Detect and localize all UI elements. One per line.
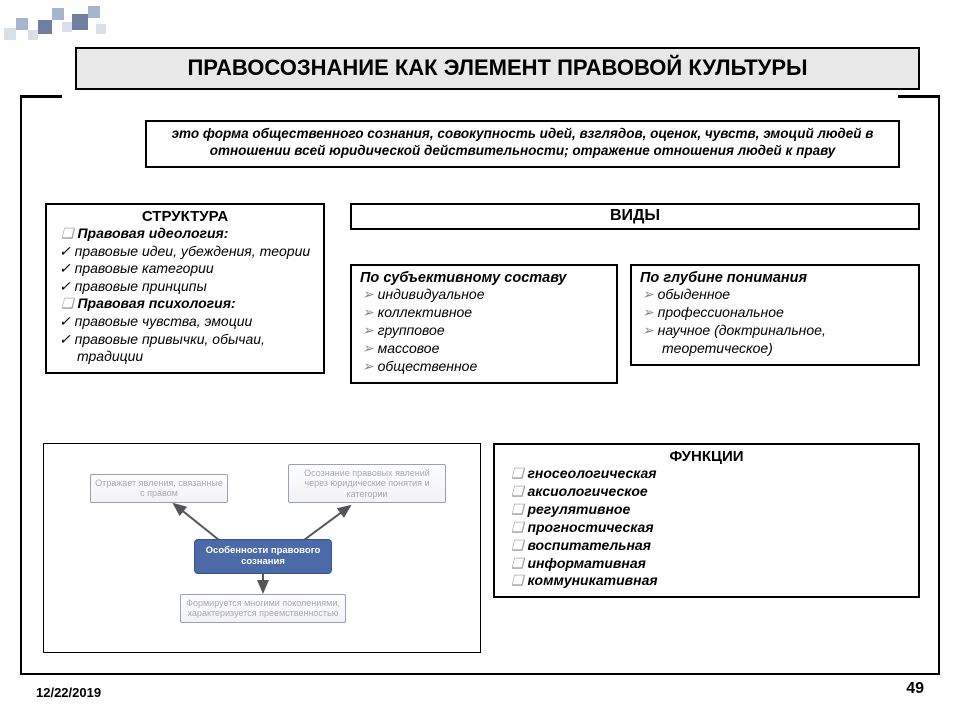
footer-page-number: 49: [906, 680, 924, 698]
features-diagram: Отражает явления, связанные с правом Осо…: [43, 443, 481, 653]
function-item: воспитательная: [511, 537, 908, 555]
subjective-box: По субъективному составу индивидуальноек…: [350, 264, 618, 384]
deco-square: [4, 28, 16, 40]
deco-square: [52, 8, 64, 20]
subjective-item: индивидуальное: [382, 286, 608, 304]
structure-item: правовые идеи, убеждения, теории: [77, 243, 315, 261]
depth-box: По глубине понимания обыденноепрофессион…: [630, 264, 920, 366]
depth-item: обыденное: [662, 286, 910, 304]
function-item: регулятивное: [511, 501, 908, 519]
deco-square: [28, 30, 38, 40]
deco-square: [72, 14, 88, 30]
footer-date: 12/22/2019: [36, 685, 101, 700]
subjective-item: коллективное: [382, 304, 608, 322]
subjective-item: групповое: [382, 322, 608, 340]
subjective-item: общественное: [382, 358, 608, 376]
structure-item: правовые принципы: [77, 278, 315, 296]
types-heading: ВИДЫ: [350, 203, 920, 230]
diagram-node-top-left: Отражает явления, связанные с правом: [90, 474, 228, 503]
diagram-node-bottom: Формируется многими поколениями, характе…: [180, 594, 346, 623]
diagram-center: Особенности правового сознания: [194, 539, 332, 574]
structure-block2-title: Правовая психология:: [61, 295, 315, 313]
depth-item: профессиональное: [662, 304, 910, 322]
subjective-title: По субъективному составу: [360, 270, 608, 286]
diagram-node-top-right: Осознание правовых явлений через юридиче…: [288, 464, 446, 503]
structure-block1-title: Правовая идеология:: [61, 225, 315, 243]
corner-decoration: [4, 4, 124, 44]
function-item: прогностическая: [511, 519, 908, 537]
function-item: коммуникативная: [511, 572, 908, 590]
slide-title: ПРАВОСОЗНАНИЕ КАК ЭЛЕМЕНТ ПРАВОВОЙ КУЛЬТ…: [75, 47, 920, 90]
subjective-item: массовое: [382, 340, 608, 358]
deco-square: [16, 18, 28, 30]
deco-square: [88, 6, 100, 18]
functions-box: ФУНКЦИИ гносеологическаяаксиологическоер…: [493, 443, 920, 598]
function-item: информативная: [511, 555, 908, 573]
function-item: гносеологическая: [511, 465, 908, 483]
structure-item: правовые чувства, эмоции: [77, 313, 315, 331]
structure-item: правовые привычки, обычаи, традиции: [77, 331, 315, 366]
structure-box: СТРУКТУРА Правовая идеология: правовые и…: [45, 203, 325, 374]
functions-heading: ФУНКЦИИ: [505, 448, 908, 465]
depth-title: По глубине понимания: [640, 270, 910, 286]
definition-box: это форма общественного сознания, совоку…: [145, 120, 900, 168]
deco-square: [38, 20, 52, 34]
function-item: аксиологическое: [511, 483, 908, 501]
deco-square: [62, 22, 72, 32]
structure-heading: СТРУКТУРА: [55, 208, 315, 225]
depth-item: научное (доктринальное, теоретическое): [662, 322, 910, 358]
structure-item: правовые категории: [77, 260, 315, 278]
deco-square: [96, 24, 106, 34]
